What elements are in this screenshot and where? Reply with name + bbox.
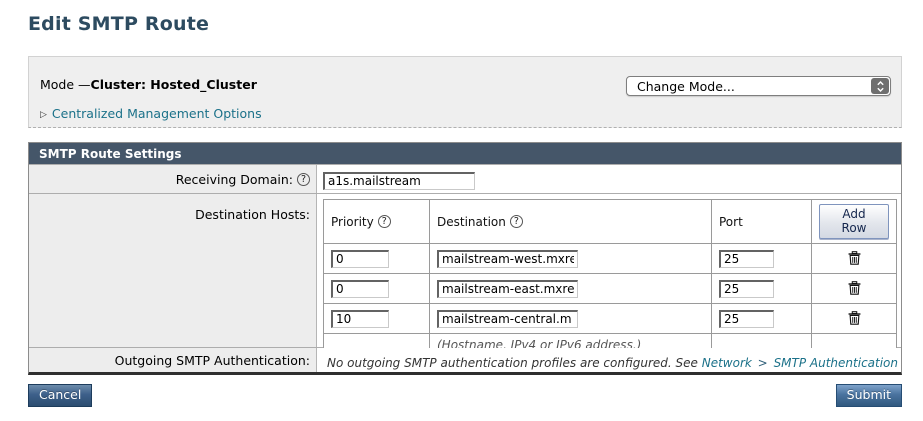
- receiving-domain-input[interactable]: [323, 171, 475, 190]
- change-mode-selected-value: Change Mode...: [637, 78, 735, 94]
- destination-hosts-label: Destination Hosts:: [195, 207, 310, 222]
- delete-row-button-2[interactable]: [845, 280, 864, 296]
- receiving-domain-label: Receiving Domain:: [175, 171, 293, 187]
- delete-row-button-1[interactable]: [845, 250, 864, 266]
- add-row-button[interactable]: Add Row: [819, 204, 889, 239]
- settings-table-header: SMTP Route Settings: [29, 143, 901, 164]
- outgoing-auth-label: Outgoing SMTP Authentication:: [114, 352, 310, 368]
- destination-hosts-label-cell: Destination Hosts:: [29, 194, 317, 347]
- outgoing-auth-text: No outgoing SMTP authentication profiles…: [327, 356, 898, 370]
- destination-input-3[interactable]: [437, 309, 578, 328]
- mode-box: Mode —Cluster: Hosted_Cluster Change Mod…: [28, 56, 902, 128]
- network-link[interactable]: Network: [701, 356, 752, 370]
- port-input-2[interactable]: [719, 279, 774, 298]
- trash-icon: [848, 250, 860, 265]
- help-icon[interactable]: ?: [297, 172, 310, 186]
- destination-column-header: Destination?: [429, 199, 712, 244]
- help-icon[interactable]: ?: [377, 215, 391, 228]
- smtp-route-settings-table: SMTP Route Settings Receiving Domain: ? …: [28, 142, 902, 375]
- priority-column-header: Priority?: [323, 199, 430, 244]
- submit-button[interactable]: Submit: [835, 384, 902, 407]
- mode-value: Cluster: Hosted_Cluster: [90, 77, 257, 92]
- help-icon[interactable]: ?: [509, 215, 523, 228]
- smtp-authentication-link[interactable]: SMTP Authentication: [773, 356, 899, 370]
- priority-header-label: Priority: [331, 214, 374, 229]
- destination-input-1[interactable]: [437, 249, 578, 268]
- outgoing-auth-row: Outgoing SMTP Authentication: No outgoin…: [29, 347, 901, 372]
- port-column-header: Port: [711, 199, 812, 244]
- host-row-1: [323, 243, 897, 274]
- destination-input-2[interactable]: [437, 279, 578, 298]
- mode-prefix: Mode —: [40, 77, 91, 92]
- priority-input-3[interactable]: [331, 309, 389, 328]
- outgoing-auth-content: No outgoing SMTP authentication profiles…: [317, 348, 901, 372]
- link-separator: >: [757, 356, 768, 370]
- select-stepper-icon: [871, 78, 889, 94]
- receiving-domain-row: Receiving Domain: ?: [29, 164, 901, 193]
- destination-hosts-content: Priority? Destination? Port Add Row: [317, 194, 901, 357]
- delete-row-button-3[interactable]: [845, 310, 864, 326]
- priority-input-1[interactable]: [331, 249, 389, 268]
- port-input-1[interactable]: [719, 249, 774, 268]
- outgoing-auth-label-cell: Outgoing SMTP Authentication:: [29, 348, 317, 372]
- change-mode-select[interactable]: Change Mode...: [626, 76, 891, 96]
- centralized-management-row: ▷ Centralized Management Options: [40, 106, 262, 121]
- destination-header-label: Destination: [437, 214, 506, 229]
- host-row-2: [323, 273, 897, 304]
- destination-hosts-table: Priority? Destination? Port Add Row: [323, 199, 897, 357]
- outgoing-auth-message: No outgoing SMTP authentication profiles…: [327, 356, 698, 370]
- trash-icon: [848, 280, 860, 295]
- port-input-3[interactable]: [719, 309, 774, 328]
- collapse-triangle-icon: ▷: [40, 110, 47, 120]
- hosts-header-row: Priority? Destination? Port Add Row: [323, 199, 897, 244]
- receiving-domain-content: [317, 165, 901, 193]
- host-row-3: [323, 303, 897, 334]
- mode-line: Mode —Cluster: Hosted_Cluster: [40, 77, 257, 92]
- receiving-domain-label-cell: Receiving Domain: ?: [29, 165, 317, 193]
- cancel-button[interactable]: Cancel: [28, 384, 93, 407]
- add-row-header-cell: Add Row: [811, 199, 897, 244]
- destination-hosts-row: Destination Hosts: Priority? Destination…: [29, 193, 901, 357]
- priority-input-2[interactable]: [331, 279, 389, 298]
- page-title: Edit SMTP Route: [28, 13, 210, 35]
- trash-icon: [848, 310, 860, 325]
- centralized-management-options-link[interactable]: Centralized Management Options: [51, 106, 262, 121]
